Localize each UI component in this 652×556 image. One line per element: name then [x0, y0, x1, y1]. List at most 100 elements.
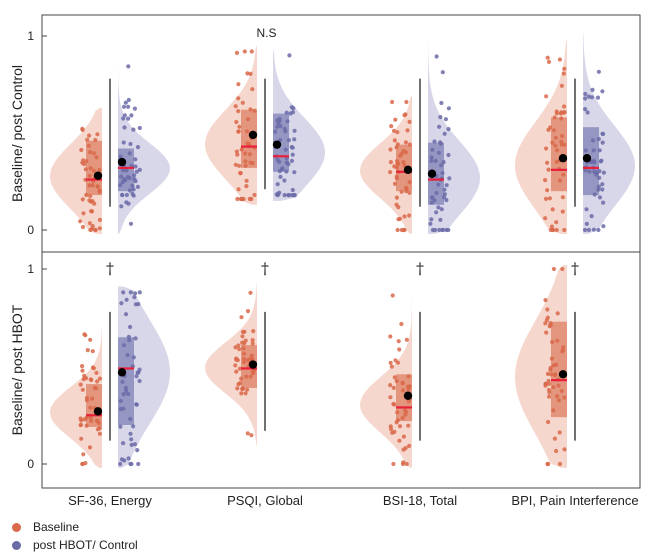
mean-marker-baseline-control-0: [94, 171, 102, 179]
data-point: [126, 117, 130, 121]
data-point: [596, 96, 600, 100]
legend-item-baseline: Baseline: [12, 518, 138, 536]
data-point: [81, 388, 85, 392]
data-point: [562, 104, 566, 108]
data-point: [393, 138, 397, 142]
data-point: [81, 197, 85, 201]
data-point: [393, 118, 397, 122]
data-point: [428, 222, 432, 226]
data-point: [555, 228, 559, 232]
y-tick-label-control-1: 1: [27, 29, 34, 43]
data-point: [131, 128, 135, 132]
data-point: [439, 101, 443, 105]
data-point: [82, 162, 86, 166]
data-point: [543, 382, 547, 386]
data-point: [287, 193, 291, 197]
data-point: [543, 298, 547, 302]
data-point: [446, 127, 450, 131]
mean-marker-post-hbot-0: [118, 368, 126, 376]
data-point: [241, 101, 245, 105]
mean-marker-post-control-3: [583, 154, 591, 162]
data-point: [278, 175, 282, 179]
data-point: [407, 213, 411, 217]
data-point: [600, 187, 604, 191]
data-point: [390, 365, 394, 369]
data-point: [118, 425, 122, 429]
data-point: [237, 129, 241, 133]
data-point: [551, 207, 555, 211]
iqr-box-baseline-hbot-0: [86, 384, 102, 427]
data-point: [586, 110, 590, 114]
data-point: [389, 160, 393, 164]
data-point: [122, 105, 126, 109]
data-point: [596, 228, 600, 232]
iqr-box-post-control-0: [118, 149, 134, 192]
data-point: [546, 420, 550, 424]
data-point: [545, 307, 549, 311]
data-point: [406, 424, 410, 428]
data-point: [92, 366, 96, 370]
data-point: [135, 170, 139, 174]
iqr-box-baseline-hbot-3: [551, 322, 567, 418]
data-point: [234, 120, 238, 124]
data-point: [438, 218, 442, 222]
raincloud-chart: 0 1 Baseline/ post Control N.S 0 1 Baseline/ p…: [0, 0, 652, 510]
data-point: [547, 395, 551, 399]
data-point: [388, 383, 392, 387]
data-point: [90, 199, 94, 203]
data-point: [291, 153, 295, 157]
data-point: [239, 315, 243, 319]
data-point: [435, 54, 439, 58]
data-point: [119, 301, 123, 305]
data-point: [407, 120, 411, 124]
data-point: [602, 171, 606, 175]
data-point: [132, 194, 136, 198]
data-point: [583, 228, 587, 232]
data-point: [236, 82, 240, 86]
data-point: [401, 462, 405, 466]
data-point: [86, 348, 90, 352]
data-point: [98, 377, 102, 381]
data-point: [234, 370, 238, 374]
data-point: [287, 53, 291, 57]
data-point: [389, 361, 393, 365]
significance-dagger-hbot-1: †: [261, 259, 269, 278]
data-point: [544, 331, 548, 335]
data-point: [290, 145, 294, 149]
data-point: [291, 188, 295, 192]
data-point: [122, 140, 126, 144]
data-point: [91, 224, 95, 228]
data-point: [235, 386, 239, 390]
data-point: [444, 117, 448, 121]
data-point: [237, 347, 241, 351]
data-point: [292, 170, 296, 174]
data-point: [292, 137, 296, 141]
mean-marker-post-control-0: [118, 158, 126, 166]
data-point: [118, 462, 122, 466]
data-point: [407, 444, 411, 448]
annotation-control-0: N.S: [256, 26, 276, 40]
data-point: [95, 132, 99, 136]
data-point: [407, 191, 411, 195]
data-point: [545, 161, 549, 165]
data-point: [89, 378, 93, 382]
data-point: [397, 347, 401, 351]
data-point: [98, 226, 102, 230]
data-point: [447, 106, 451, 110]
data-point: [252, 193, 256, 197]
data-point: [446, 153, 450, 157]
data-point: [562, 67, 566, 71]
data-point: [438, 115, 442, 119]
data-point: [79, 383, 83, 387]
data-point: [388, 395, 392, 399]
data-point: [599, 159, 603, 163]
data-point: [249, 197, 253, 201]
data-point: [88, 228, 92, 232]
data-point: [561, 195, 565, 199]
data-point: [391, 293, 395, 297]
data-point: [545, 188, 549, 192]
data-point: [560, 267, 564, 271]
mean-marker-baseline-control-3: [559, 154, 567, 162]
data-point: [392, 430, 396, 434]
data-point: [546, 372, 550, 376]
